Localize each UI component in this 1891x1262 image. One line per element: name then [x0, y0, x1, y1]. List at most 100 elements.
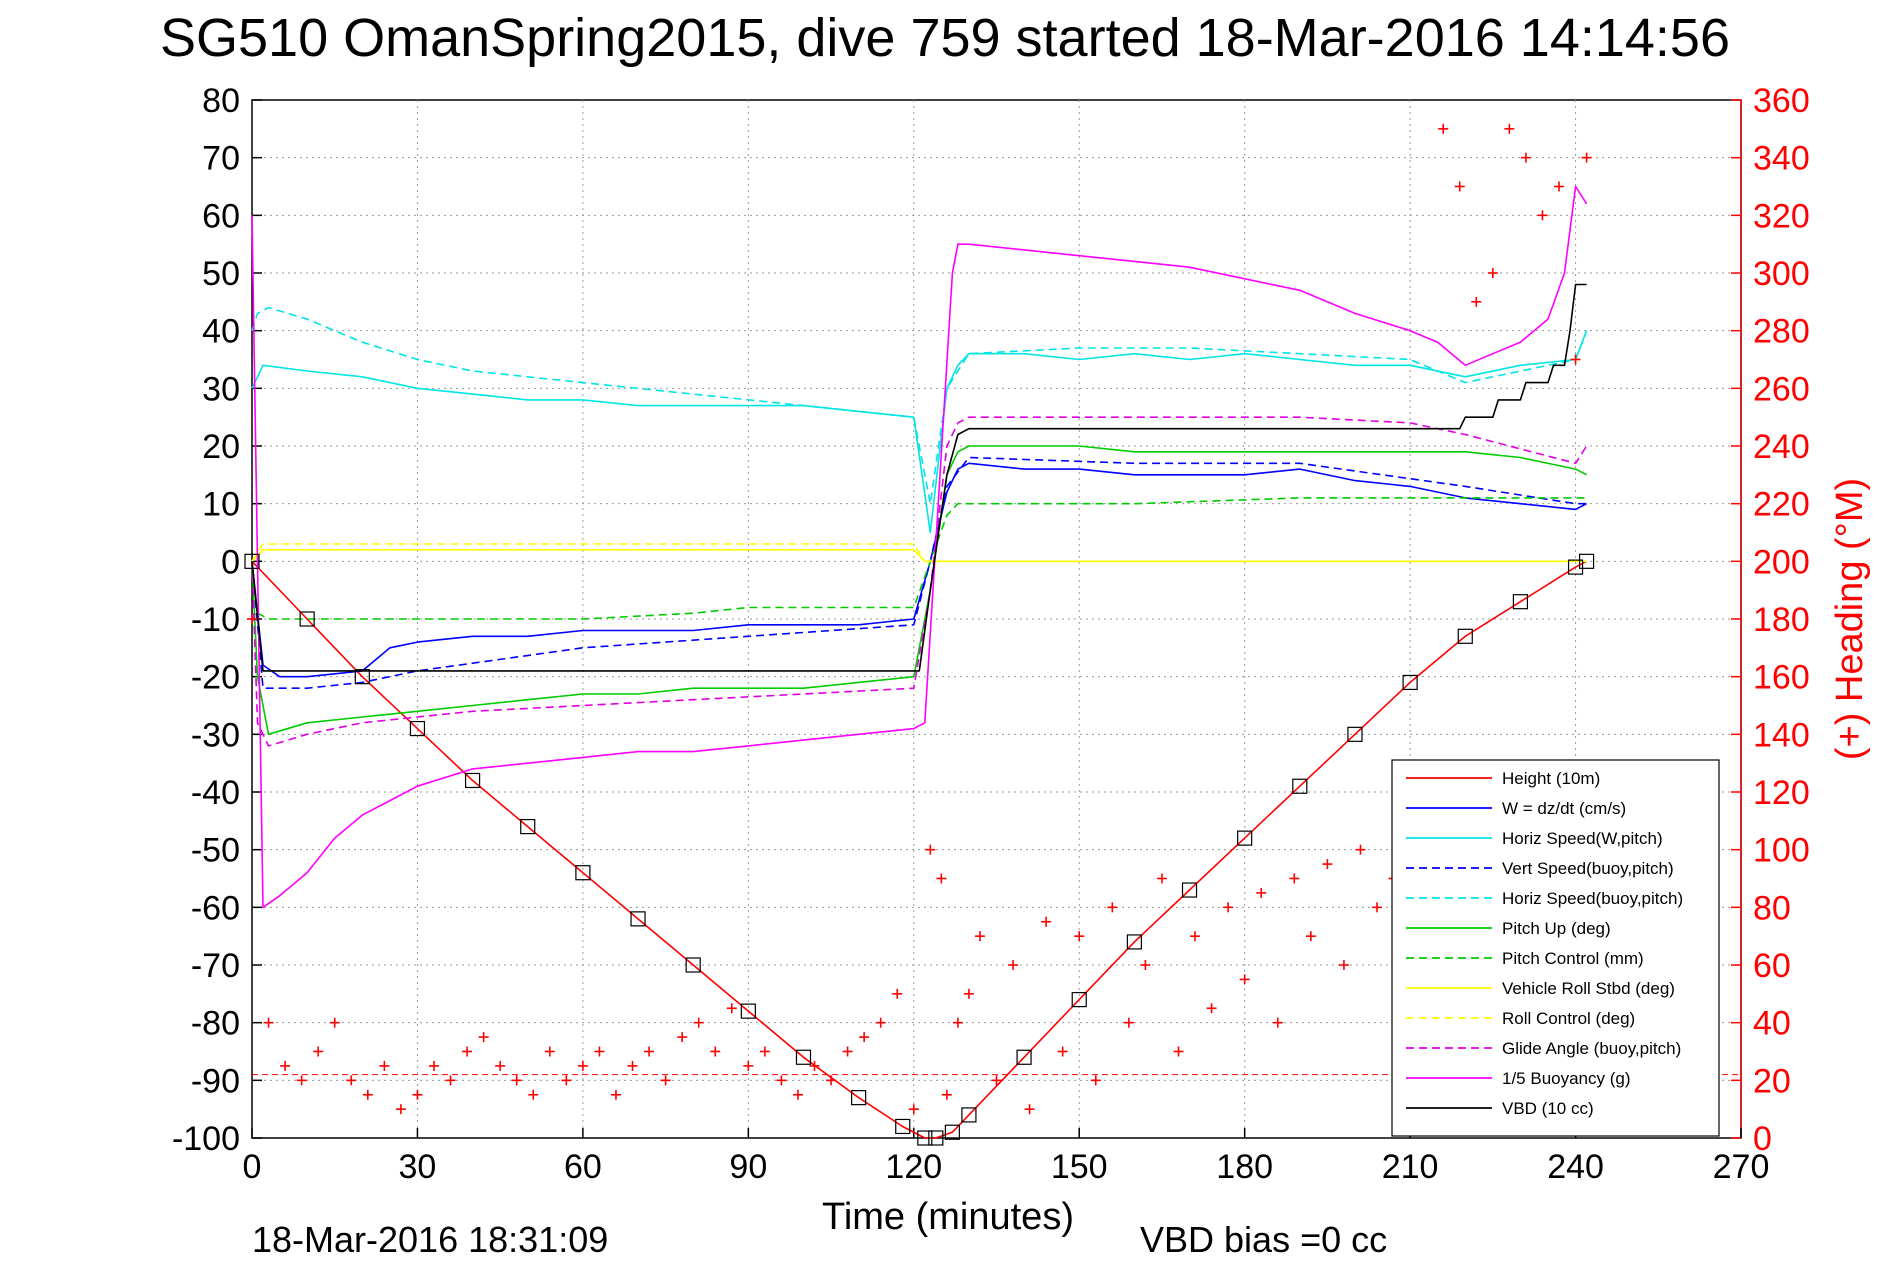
series-line-vehicle-roll-stbd-deg — [251, 548, 1587, 563]
heading-marker — [1008, 960, 1019, 970]
heading-marker — [963, 988, 974, 999]
heading-marker — [925, 844, 936, 855]
y2-tick-label: 340 — [1753, 140, 1810, 178]
x-tick-label: 120 — [885, 1148, 942, 1186]
height-point-marker — [685, 957, 701, 973]
series-line-vert-speed-buoy-pitch — [251, 456, 1587, 690]
heading-marker — [395, 1104, 406, 1115]
heading-marker — [1156, 873, 1167, 884]
heading-marker — [329, 1017, 340, 1028]
legend-label: Vehicle Roll Stbd (deg) — [1502, 979, 1675, 998]
heading-marker — [610, 1089, 621, 1100]
legend-label: Glide Angle (buoy,pitch) — [1502, 1039, 1681, 1058]
heading-marker — [412, 1089, 423, 1100]
heading-marker — [1140, 960, 1151, 970]
y-tick-label: -70 — [191, 947, 240, 985]
height-point-marker — [1578, 553, 1595, 569]
y2-tick-label: 320 — [1753, 197, 1810, 235]
y2-tick-label: 200 — [1753, 543, 1810, 581]
x-tick-label: 30 — [399, 1148, 437, 1186]
height-point-marker — [409, 720, 426, 737]
heading-marker — [1322, 859, 1333, 870]
heading-marker — [445, 1075, 456, 1086]
legend-label: Height (10m) — [1502, 769, 1600, 788]
height-point-marker — [299, 611, 315, 627]
heading-marker — [362, 1089, 373, 1100]
legend-label: Horiz Speed(W,pitch) — [1502, 829, 1663, 848]
series-line-w-dz-dt-cm-s — [251, 462, 1587, 678]
heading-marker — [594, 1046, 605, 1057]
height-point-marker — [1457, 628, 1473, 644]
y-tick-label: -80 — [191, 1005, 240, 1043]
y2-tick-label: 300 — [1753, 255, 1810, 293]
x-tick-label: 60 — [564, 1148, 602, 1186]
footer-timestamp: 18-Mar-2016 18:31:09 — [252, 1219, 608, 1260]
height-point-marker — [354, 669, 370, 685]
heading-marker — [1504, 123, 1515, 134]
heading-marker — [660, 1075, 671, 1086]
heading-marker — [776, 1075, 787, 1086]
y2-tick-label: 40 — [1753, 1005, 1791, 1043]
legend-label: Pitch Up (deg) — [1502, 919, 1611, 938]
heading-marker — [1223, 902, 1234, 913]
height-point-marker — [961, 1107, 977, 1123]
y-tick-label: 50 — [202, 255, 240, 293]
series-line-1-5-buoyancy-g — [251, 185, 1588, 909]
y-tick-label: -40 — [191, 774, 240, 812]
y2-tick-label: 180 — [1753, 601, 1810, 639]
y-tick-label: 20 — [202, 428, 240, 466]
legend-label: Vert Speed(buoy,pitch) — [1502, 859, 1674, 878]
heading-marker — [1338, 960, 1349, 970]
heading-marker — [1239, 974, 1250, 985]
heading-marker — [644, 1046, 655, 1057]
heading-marker — [941, 1089, 952, 1100]
heading-marker — [561, 1075, 572, 1086]
x-axis: 0 30 60 90 120 150 180 210 240 270 — [243, 1128, 1769, 1186]
series-layer — [251, 185, 1588, 1139]
heading-marker — [1272, 1017, 1283, 1028]
y2-tick-label: 100 — [1753, 832, 1810, 870]
legend-label: VBD (10 cc) — [1502, 1099, 1594, 1118]
heading-marker — [908, 1104, 919, 1115]
height-point-marker — [464, 772, 481, 789]
y2-tick-label: 260 — [1753, 370, 1810, 408]
heading-marker — [263, 1017, 274, 1028]
heading-marker — [495, 1060, 506, 1071]
heading-marker — [892, 988, 903, 999]
legend-label: Roll Control (deg) — [1502, 1009, 1635, 1028]
heading-marker — [936, 873, 947, 884]
heading-marker — [1554, 181, 1565, 192]
height-point-marker — [1126, 934, 1142, 950]
heading-marker — [1107, 902, 1118, 913]
series-line-horiz-speed-buoy-pitch — [251, 306, 1588, 505]
heading-marker — [875, 1017, 886, 1028]
y-tick-label: 0 — [221, 543, 240, 581]
heading-marker — [1173, 1046, 1184, 1057]
heading-marker — [1289, 873, 1300, 884]
height-point-marker — [895, 1118, 911, 1135]
heading-marker — [809, 1060, 820, 1071]
heading-marker — [313, 1046, 324, 1057]
x-tick-label: 180 — [1216, 1148, 1273, 1186]
height-point-marker — [1347, 726, 1363, 742]
heading-marker — [478, 1032, 489, 1043]
heading-marker — [743, 1060, 754, 1071]
height-point-marker — [928, 1130, 944, 1146]
y2-tick-label: 240 — [1753, 428, 1810, 466]
y-tick-label: 30 — [202, 370, 240, 408]
y2-tick-label: 80 — [1753, 889, 1791, 927]
heading-marker — [627, 1060, 638, 1071]
y-tick-label: -30 — [191, 716, 240, 754]
heading-marker — [1041, 916, 1052, 927]
heading-marker — [544, 1046, 555, 1057]
y-tick-label: -60 — [191, 889, 240, 927]
y-tick-label: 80 — [202, 82, 240, 120]
heading-marker — [952, 1017, 963, 1028]
heading-marker — [1090, 1075, 1101, 1086]
y2-tick-label: 60 — [1753, 947, 1791, 985]
y-tick-label: 10 — [202, 486, 240, 524]
heading-marker — [1024, 1104, 1035, 1115]
y2-tick-label: 0 — [1753, 1120, 1772, 1158]
y-tick-label: -90 — [191, 1062, 240, 1100]
